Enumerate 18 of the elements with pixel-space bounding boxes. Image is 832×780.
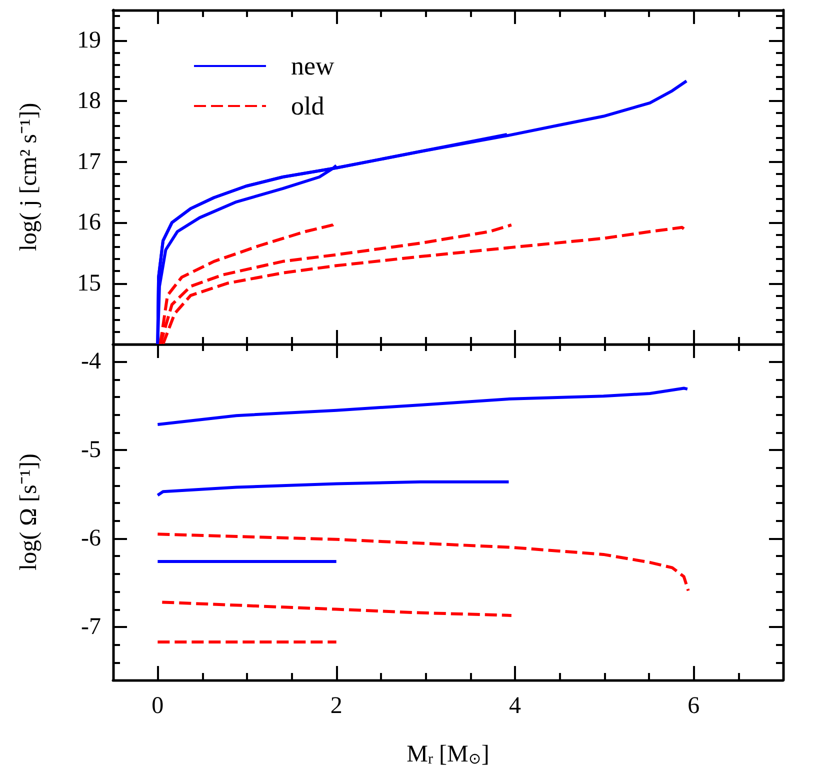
y-tick-label: 15 (77, 270, 101, 296)
legend-label: new (291, 52, 335, 80)
y-tick-label: -4 (81, 348, 101, 375)
y-tick-label: -5 (81, 437, 101, 464)
x-tick-label: 6 (688, 693, 700, 719)
y-tick-label: 16 (77, 210, 101, 236)
legend-label: old (291, 92, 324, 120)
x-tick-label: 4 (509, 693, 521, 719)
y-tick-label: 17 (77, 148, 101, 175)
x-axis-title: Mr [M⊙] (406, 742, 490, 768)
x-tick-label: 2 (330, 693, 342, 719)
y-tick-label: -7 (81, 614, 101, 640)
y-tick-label: -6 (81, 526, 101, 552)
y-axis-title: log( j [cm² s⁻¹]) (16, 102, 42, 252)
y-tick-label: 18 (77, 88, 101, 114)
x-tick-label: 0 (152, 693, 164, 719)
y-axis-title: log( Ω [s⁻¹]) (16, 453, 42, 571)
y-tick-label: 19 (77, 27, 101, 54)
